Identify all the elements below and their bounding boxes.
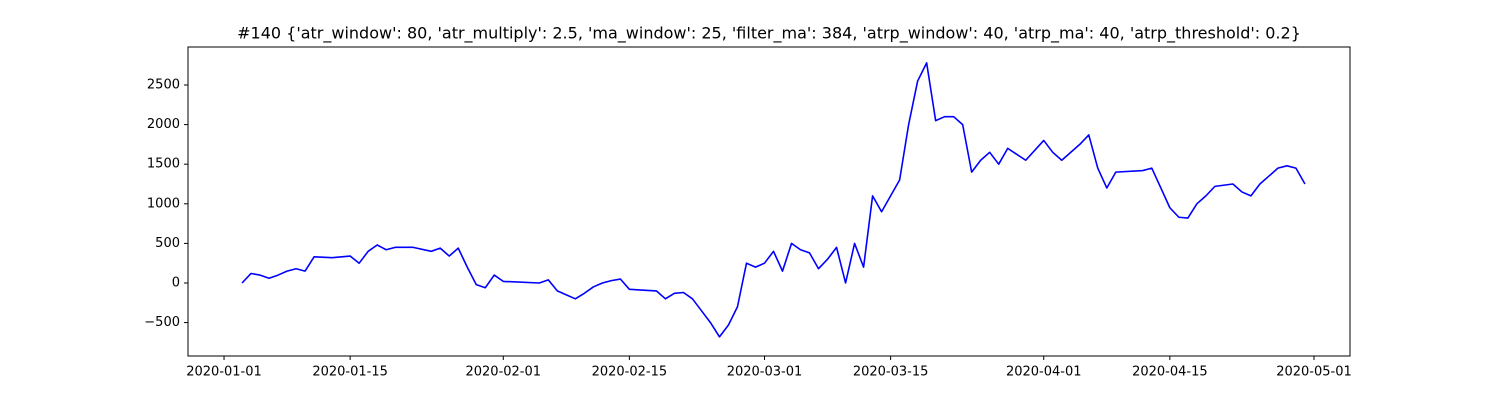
x-tick-label: 2020-02-01: [465, 365, 541, 380]
x-tick-label: 2020-04-01: [1006, 365, 1082, 380]
plot-frame: [187, 46, 1351, 357]
y-tick-label: 0: [172, 275, 180, 290]
x-tick-label: 2020-03-15: [853, 365, 929, 380]
y-tick-label: 1000: [147, 196, 180, 211]
line-series: [241, 62, 1306, 338]
x-tick-label: 2020-04-15: [1132, 365, 1208, 380]
chart-title: #140 {'atr_window': 80, 'atr_multiply': …: [237, 24, 1301, 44]
y-tick-label: 2000: [147, 117, 180, 132]
x-tick-label: 2020-01-01: [186, 365, 262, 380]
x-tick-label: 2020-01-15: [312, 365, 388, 380]
y-tick-label: 2500: [147, 78, 180, 93]
x-tick-label: 2020-03-01: [727, 365, 803, 380]
x-tick-label: 2020-02-15: [592, 365, 668, 380]
y-tick-label: 500: [155, 236, 180, 251]
y-tick-label: 1500: [147, 157, 180, 172]
y-tick-label: −500: [144, 315, 180, 330]
x-tick-label: 2020-05-01: [1276, 365, 1352, 380]
